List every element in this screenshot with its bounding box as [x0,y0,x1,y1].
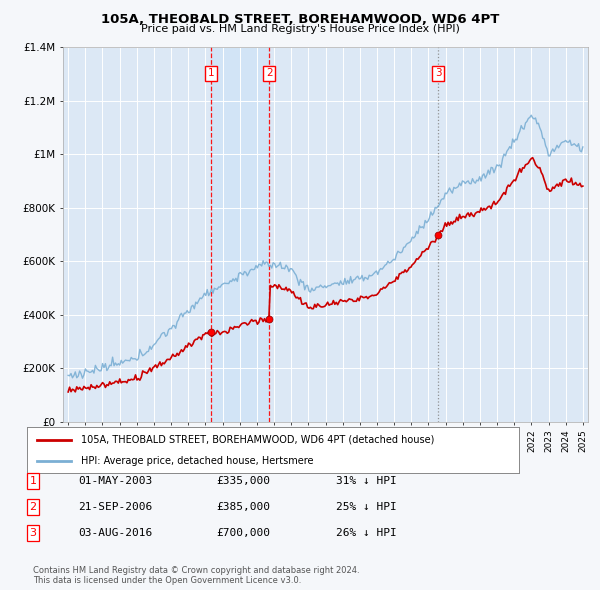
Text: 01-MAY-2003: 01-MAY-2003 [78,476,152,486]
Text: £700,000: £700,000 [216,528,270,537]
Text: 3: 3 [435,68,442,78]
Bar [211,47,269,422]
Text: £335,000: £335,000 [216,476,270,486]
Text: 21-SEP-2006: 21-SEP-2006 [78,502,152,512]
Text: 105A, THEOBALD STREET, BOREHAMWOOD, WD6 4PT: 105A, THEOBALD STREET, BOREHAMWOOD, WD6 … [101,13,499,26]
Text: 26% ↓ HPI: 26% ↓ HPI [336,528,397,537]
Text: 105A, THEOBALD STREET, BOREHAMWOOD, WD6 4PT (detached house): 105A, THEOBALD STREET, BOREHAMWOOD, WD6 … [81,435,434,445]
Text: 25% ↓ HPI: 25% ↓ HPI [336,502,397,512]
Text: Price paid vs. HM Land Registry's House Price Index (HPI): Price paid vs. HM Land Registry's House … [140,24,460,34]
Text: Contains HM Land Registry data © Crown copyright and database right 2024.
This d: Contains HM Land Registry data © Crown c… [33,566,359,585]
Text: 31% ↓ HPI: 31% ↓ HPI [336,476,397,486]
Text: 1: 1 [208,68,214,78]
Text: HPI: Average price, detached house, Hertsmere: HPI: Average price, detached house, Hert… [81,455,314,466]
Text: 2: 2 [266,68,272,78]
Text: 3: 3 [29,528,37,537]
Text: 1: 1 [29,476,37,486]
Text: £385,000: £385,000 [216,502,270,512]
Text: 03-AUG-2016: 03-AUG-2016 [78,528,152,537]
Text: 2: 2 [29,502,37,512]
